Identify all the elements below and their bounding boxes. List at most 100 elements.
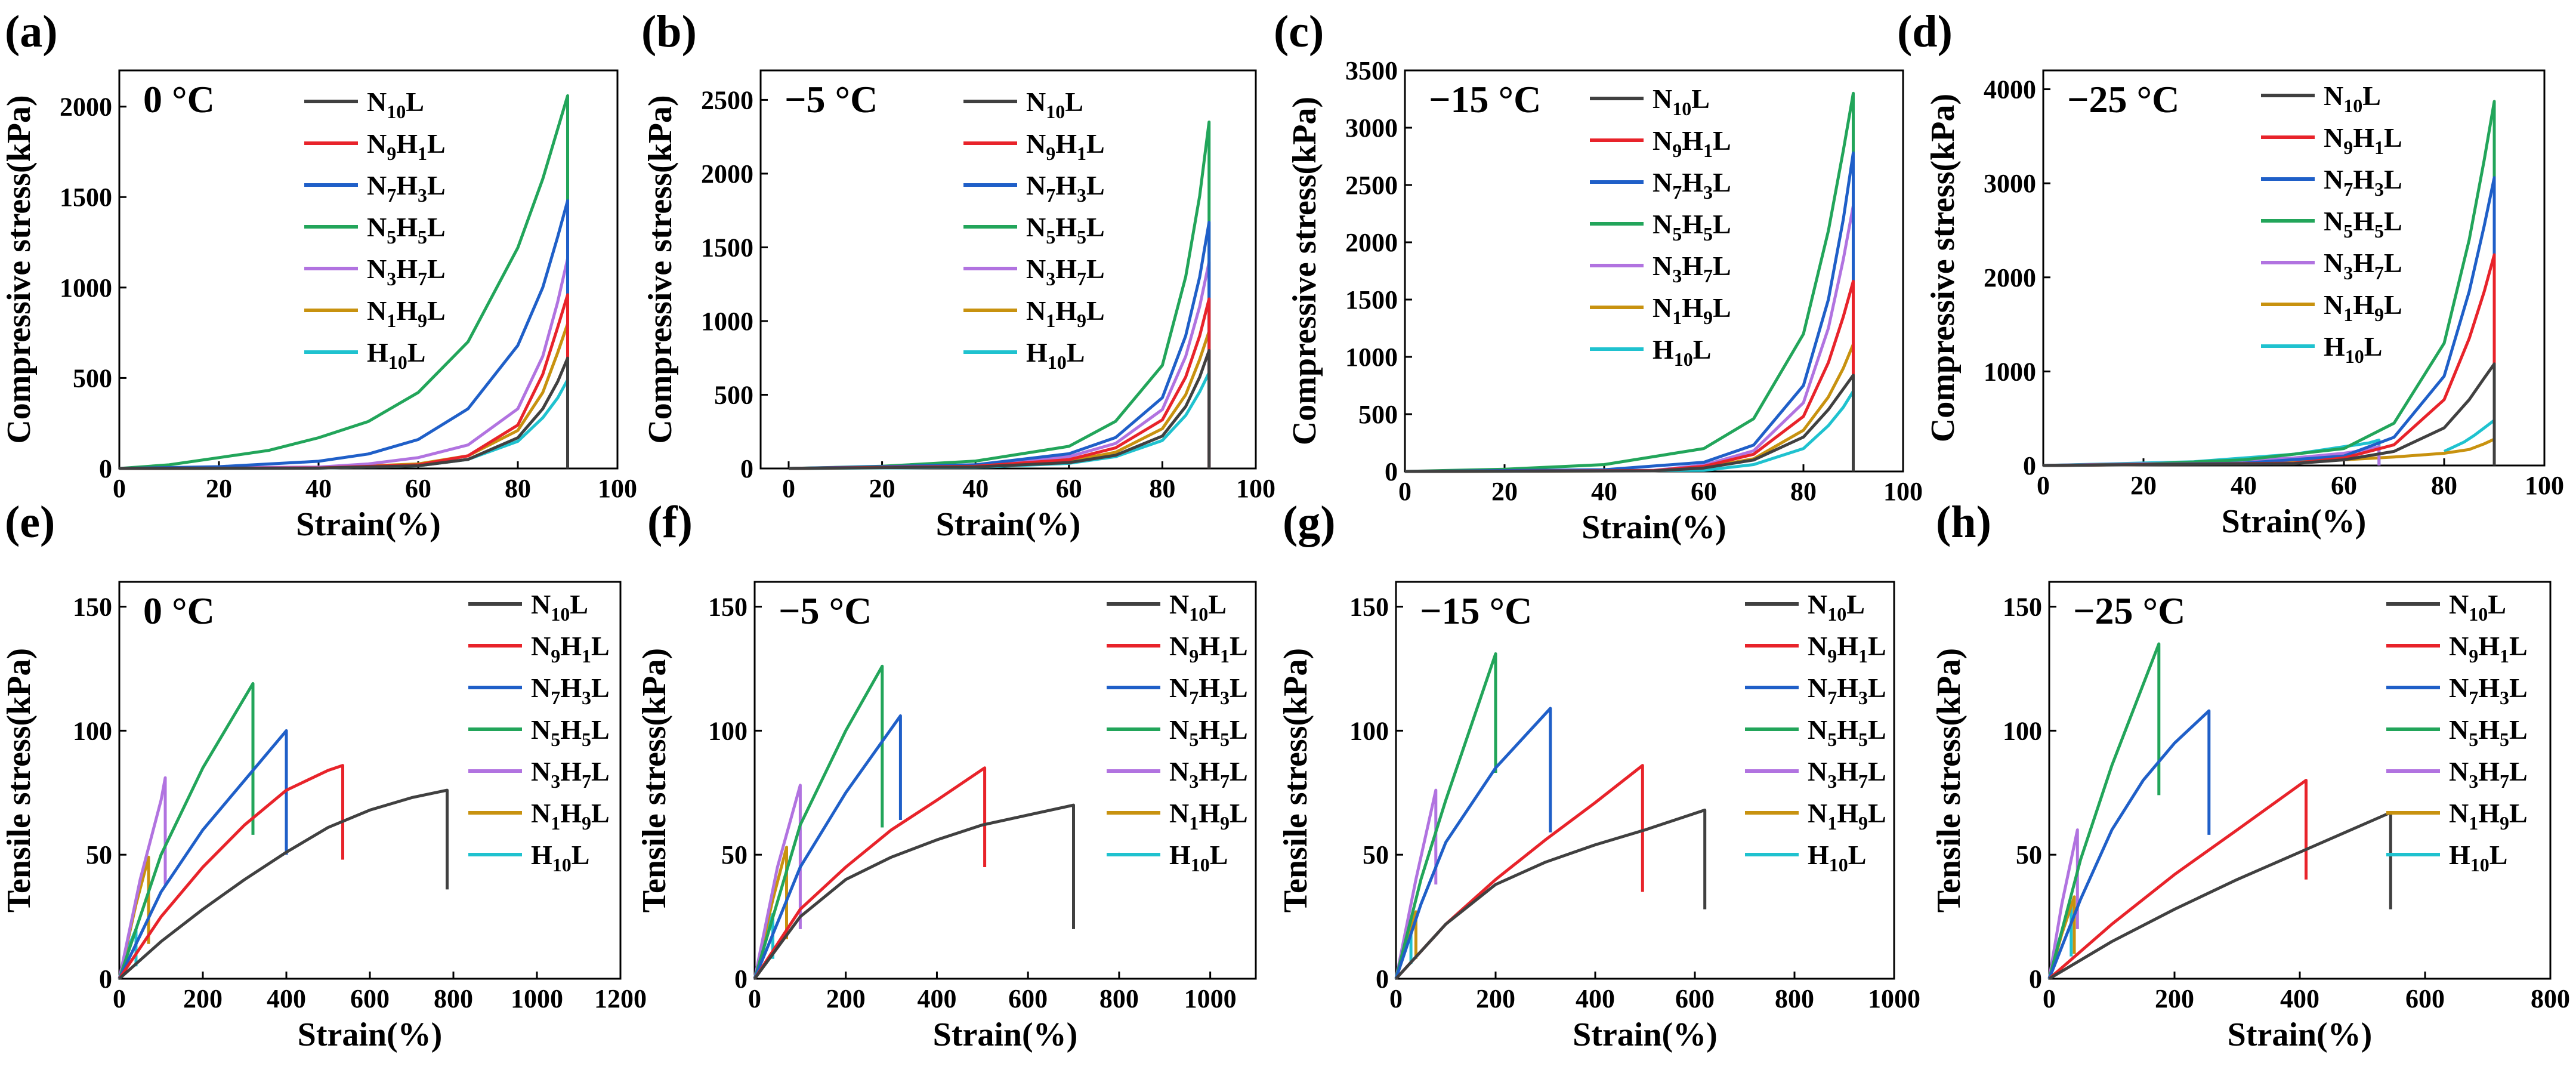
y-tick-label: 0: [1376, 964, 1389, 994]
x-tick-label: 600: [1008, 984, 1048, 1013]
series-line-N9H1L: [753, 766, 987, 980]
legend-label-N5H5L: N5H5L: [1808, 714, 1886, 750]
panel-g: (g) 0 200 400 600 800 1000 0 50 100 150 Strain(%) Te…: [1277, 497, 1920, 1053]
legend-label-N3H7L: N3H7L: [1653, 251, 1731, 286]
legend-label-N10L: N10L: [2324, 81, 2381, 116]
legend-label-H10L: H10L: [1653, 334, 1711, 370]
x-tick-label: 40: [1591, 477, 1617, 506]
series-line-N9H1L: [118, 764, 344, 980]
x-tick-label: 600: [350, 984, 390, 1013]
panel-c: (c)0 20 40 60 80 1000500100015002000250030003…: [1274, 7, 1923, 546]
legend-label-N5H5L: N5H5L: [1169, 714, 1248, 750]
x-tick-label: 80: [1790, 477, 1817, 506]
panel-label: (f): [647, 497, 693, 547]
x-tick-label: 600: [1675, 984, 1715, 1013]
series-line-N3H7L: [2047, 828, 2079, 979]
y-tick-label: 2000: [1984, 263, 2036, 292]
temperature-label: −5 °C: [784, 78, 878, 121]
legend-label-N7H3L: N7H3L: [2449, 673, 2528, 708]
x-tick-label: 800: [1775, 984, 1814, 1013]
series-line-N7H3L: [119, 199, 569, 470]
panel-label: (g): [1283, 497, 1336, 547]
y-tick-label: 2500: [701, 85, 753, 115]
x-tick-label: 0: [782, 474, 795, 503]
legend-label-N9H1L: N9H1L: [1169, 631, 1248, 667]
series-line-N3H7L: [753, 784, 802, 979]
panel-label: (b): [641, 7, 697, 57]
y-axis-label: Tensile stress(kPa): [1, 648, 38, 912]
temperature-label: −25 °C: [2067, 78, 2179, 121]
panel-d: (d)0 20 40 60 80 10001000200030004000Strain(%…: [1897, 7, 2564, 540]
x-tick-label: 0: [113, 474, 126, 503]
plot-frame: [1395, 581, 1895, 980]
legend-label-N7H3L: N7H3L: [367, 170, 446, 206]
series-line-H10L-part2: [2443, 419, 2495, 453]
y-tick-label: 2000: [60, 93, 112, 122]
panel-label: (d): [1897, 7, 1953, 57]
y-tick-label: 50: [1363, 840, 1389, 870]
legend-label-N5H5L: N5H5L: [367, 212, 446, 248]
series-line-N7H3L: [1394, 707, 1552, 979]
legend-label-N1H9L: N1H9L: [1808, 798, 1886, 834]
series-line-N9H1L: [2048, 779, 2308, 980]
legend-label-N10L: N10L: [531, 589, 588, 625]
y-tick-label: 0: [1385, 457, 1398, 486]
y-tick-label: 1500: [1345, 285, 1398, 315]
y-axis-label: Compressive stress(kPa): [642, 95, 679, 443]
legend-label-N10L: N10L: [1169, 589, 1227, 625]
x-axis-label: Strain(%): [1582, 509, 1726, 546]
series-line-N9H1L: [119, 293, 569, 470]
legend-label-N9H1L: N9H1L: [1808, 631, 1886, 667]
legend: N10L N9H1L N7H3L N5H5L N3H7L N1H9L H10L: [2261, 81, 2402, 367]
y-tick-label: 100: [73, 716, 112, 745]
y-tick-label: 100: [1349, 716, 1389, 745]
x-tick-label: 0: [1398, 477, 1411, 506]
legend: N10L N9H1L N7H3L N5H5L N3H7L N1H9L H10L: [1745, 589, 1886, 875]
x-tick-label: 400: [917, 984, 956, 1013]
y-tick-label: 3000: [1345, 113, 1398, 143]
panel-a: (a)0 20 40 60 80 1000500100015002000Strain(%)…: [1, 7, 637, 543]
x-tick-label: 100: [1883, 477, 1923, 506]
legend-label-N10L: N10L: [367, 87, 424, 122]
legend-label-N5H5L: N5H5L: [1653, 209, 1731, 245]
y-tick-label: 4000: [1984, 75, 2036, 104]
x-tick-label: 0: [748, 984, 761, 1013]
y-tick-label: 50: [2016, 840, 2042, 870]
legend-label-N5H5L: N5H5L: [531, 714, 610, 750]
legend-label-N9H1L: N9H1L: [367, 128, 446, 164]
x-axis-label: Strain(%): [2228, 1016, 2373, 1053]
temperature-label: −15 °C: [1420, 590, 1532, 632]
legend-label-N5H5L: N5H5L: [2449, 714, 2528, 750]
legend-label-N3H7L: N3H7L: [531, 756, 610, 792]
x-tick-label: 20: [1491, 477, 1518, 506]
y-axis-label: Compressive stress(kPa): [1925, 94, 1962, 442]
legend-label-N7H3L: N7H3L: [531, 673, 610, 708]
legend-label-H10L: H10L: [1026, 337, 1085, 373]
y-tick-label: 2000: [1345, 228, 1398, 257]
y-tick-label: 2000: [701, 159, 753, 189]
series-line-N7H3L: [118, 729, 288, 980]
x-tick-label: 600: [2405, 984, 2445, 1013]
y-tick-label: 1500: [701, 233, 753, 262]
legend-label-N7H3L: N7H3L: [1169, 673, 1248, 708]
panel-label: (c): [1274, 7, 1324, 57]
legend-label-N3H7L: N3H7L: [1808, 756, 1886, 792]
plot-frame: [753, 581, 1257, 980]
x-tick-label: 800: [434, 984, 473, 1013]
x-tick-label: 60: [1691, 477, 1717, 506]
x-tick-label: 0: [113, 984, 126, 1013]
x-tick-label: 100: [1236, 474, 1275, 503]
legend-label-N10L: N10L: [1808, 589, 1865, 625]
series-line-H10L: [1404, 390, 1855, 473]
series-line-N7H3L: [753, 714, 902, 979]
x-tick-label: 60: [405, 474, 431, 503]
plot-frame: [2042, 69, 2546, 467]
y-tick-label: 0: [740, 454, 753, 483]
x-tick-label: 1000: [1868, 984, 1920, 1013]
temperature-label: 0 °C: [143, 78, 215, 121]
series-line-N10L: [118, 788, 449, 980]
panel-f: (f) 0 200 400 600 800 1000 0 50 100 150 Strain(%) Te…: [636, 497, 1257, 1053]
x-tick-label: 40: [962, 474, 989, 503]
y-tick-label: 0: [99, 964, 112, 994]
